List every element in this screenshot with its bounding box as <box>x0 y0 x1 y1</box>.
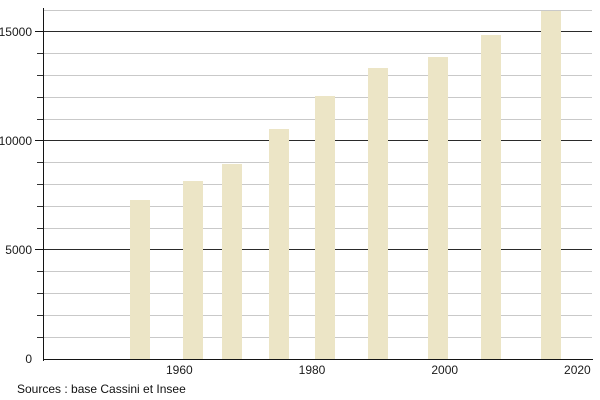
x-axis-spine <box>42 358 594 361</box>
y-axis-label: 15000 <box>0 24 32 39</box>
y-axis-tick <box>35 249 43 251</box>
y-axis-tick <box>37 314 43 316</box>
bar <box>268 128 289 359</box>
y-axis-tick <box>35 140 43 142</box>
x-axis-label: 1980 <box>298 362 326 377</box>
x-axis-label: 1960 <box>165 362 193 377</box>
y-axis-tick <box>37 118 43 120</box>
y-axis-label: 10000 <box>0 133 32 148</box>
y-axis-spine <box>42 8 44 361</box>
y-axis-tick <box>37 271 43 273</box>
y-axis-tick <box>37 53 43 55</box>
minor-gridline <box>44 9 592 11</box>
bar <box>182 181 203 359</box>
y-axis-tick <box>37 184 43 185</box>
y-axis-tick <box>37 293 43 295</box>
minor-gridline <box>44 53 592 55</box>
y-axis-label: 0 <box>25 352 32 366</box>
y-axis-tick <box>37 336 43 338</box>
y-axis-tick <box>37 205 43 207</box>
y-axis-tick <box>37 96 43 98</box>
y-axis-tick <box>37 162 43 164</box>
bar <box>129 199 150 359</box>
bar <box>481 35 502 359</box>
major-gridline <box>44 31 592 33</box>
bar <box>315 96 336 359</box>
bar <box>222 163 243 359</box>
y-axis-tick <box>35 31 43 33</box>
bar <box>540 11 561 359</box>
y-axis-tick <box>37 74 43 76</box>
y-axis-tick <box>37 227 43 229</box>
y-axis-label: 5000 <box>5 242 32 257</box>
x-axis-label: 2000 <box>431 362 459 377</box>
x-axis-label: 2020 <box>564 362 591 377</box>
minor-gridline <box>44 74 592 76</box>
bar <box>428 56 449 359</box>
source-note: Sources : base Cassini et Insee <box>17 382 186 396</box>
bar <box>368 67 389 359</box>
